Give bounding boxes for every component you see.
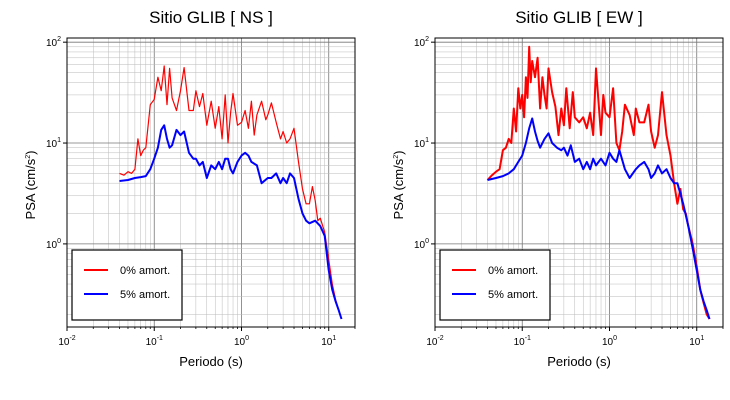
x-axis-label: Periodo (s) xyxy=(547,354,611,369)
legend-box xyxy=(439,249,551,321)
chart-panel-ns: Sitio GLIB [ NS ] 10-2 10-1 100 10110010110… xyxy=(23,8,356,369)
legend-label: 5% amort. xyxy=(120,289,170,301)
x-tick-label: 101 xyxy=(689,335,704,348)
y-tick-label: 101 xyxy=(46,137,61,150)
series-line-0-amort xyxy=(119,65,343,320)
x-tick-label: 10-2 xyxy=(426,335,443,348)
series-group xyxy=(119,65,343,320)
chart-panel-ew: Sitio GLIB [ EW ] 10-2 10-1 100 10110010110… xyxy=(391,8,724,369)
legend-label: 0% amort. xyxy=(488,265,538,277)
y-axis-label: PSA (cm/s2) xyxy=(391,151,406,220)
legend-label: 5% amort. xyxy=(488,289,538,301)
x-axis-label: Periodo (s) xyxy=(179,354,243,369)
grid xyxy=(434,38,724,327)
svg-text:PSA (cm/s2): PSA (cm/s2) xyxy=(23,151,38,220)
y-tick-label: 102 xyxy=(414,36,429,49)
chart-title: Sitio GLIB [ EW ] xyxy=(515,8,643,27)
y-tick-label: 101 xyxy=(414,137,429,150)
x-tick-label: 100 xyxy=(602,335,617,348)
series-group xyxy=(486,45,711,320)
y-axis-label: PSA (cm/s2) xyxy=(23,151,38,220)
plot-frame xyxy=(66,37,356,328)
x-tick-label: 100 xyxy=(234,335,249,348)
grid xyxy=(66,38,356,327)
legend-box xyxy=(71,249,183,321)
axis-ticks: 10-2 10-1 100 101 100 101 102 xyxy=(414,36,724,348)
legend: 0% amort. 5% amort. xyxy=(71,249,183,321)
chart-title: Sitio GLIB [ NS ] xyxy=(149,8,273,27)
legend-label: 0% amort. xyxy=(120,265,170,277)
y-tick-label: 100 xyxy=(414,238,429,251)
plot-area: 10-2 10-1 100 101 100 101 102 0% amort. 5% amort… xyxy=(414,36,724,348)
axis-ticks: 10-2 10-1 100 101 100 101 102 xyxy=(46,36,356,348)
plot-area: 10-2 10-1 100 101 100 101 102 0% amort. 5% amort… xyxy=(46,36,356,348)
x-tick-label: 10-1 xyxy=(514,335,531,348)
series-line-5-amort xyxy=(487,117,711,320)
x-tick-label: 101 xyxy=(321,335,336,348)
legend: 0% amort. 5% amort. xyxy=(439,249,551,321)
x-tick-label: 10-2 xyxy=(58,335,75,348)
x-tick-label: 10-1 xyxy=(146,335,163,348)
plot-frame xyxy=(434,37,724,328)
y-tick-label: 100 xyxy=(46,238,61,251)
y-tick-label: 102 xyxy=(46,36,61,49)
svg-text:PSA (cm/s2): PSA (cm/s2) xyxy=(391,151,406,220)
series-line-5-amort xyxy=(119,124,343,320)
series-line-0-amort xyxy=(486,45,711,320)
